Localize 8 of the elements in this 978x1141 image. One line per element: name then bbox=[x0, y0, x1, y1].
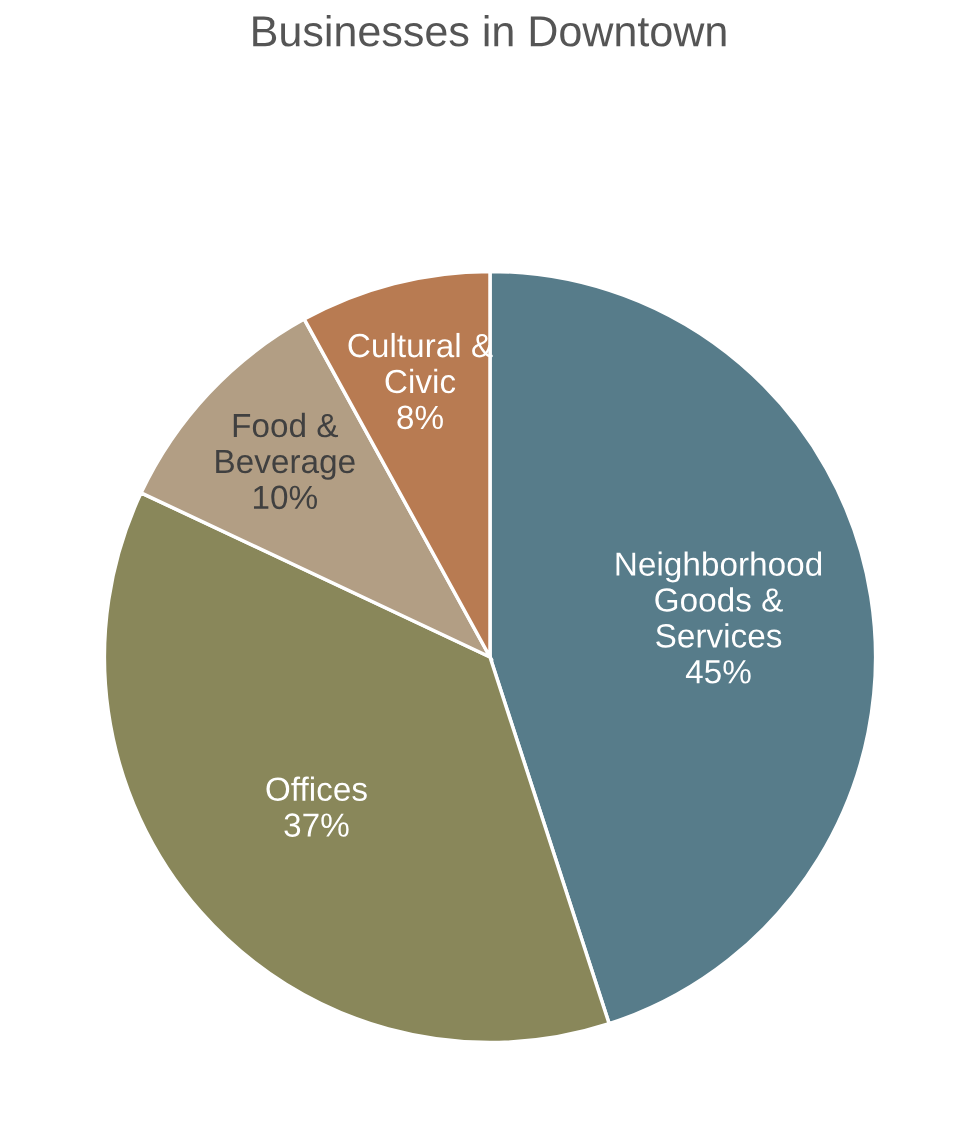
slice-label: Food & Beverage bbox=[216, 412, 355, 480]
slice-label: Neighborhood Goods & Services bbox=[616, 551, 822, 648]
slice-label: Offices bbox=[266, 776, 367, 801]
data-label: 8% bbox=[397, 405, 443, 430]
data-label: 10% bbox=[253, 485, 317, 510]
data-label: 45% bbox=[685, 660, 751, 684]
chart-title: Businesses in Downtown bbox=[253, 14, 726, 47]
data-label: 37% bbox=[284, 813, 349, 837]
